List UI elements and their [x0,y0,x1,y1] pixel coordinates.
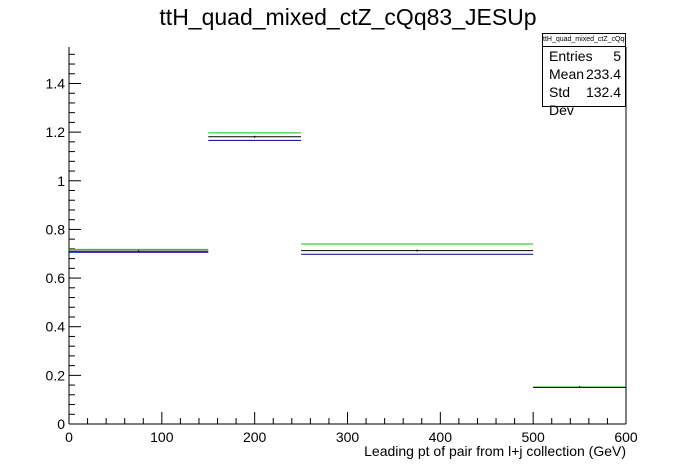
plot-axes: 0 100 200 300 400 500 600 0 0.2 0.4 0.6 0.8 1 1.2 1.4 [46,47,638,445]
y-tick-label: 1.2 [46,124,66,140]
x-tick-label: 300 [336,429,360,445]
stats-box: ttH_quad_mixed_ctZ_cQq83_JESUp Entries 5… [542,33,626,118]
x-tick-label: 600 [614,429,638,445]
y-tick-label: 1.4 [46,75,66,91]
plot-marks [69,132,626,389]
stats-std-value: 132.4 [585,84,621,100]
x-tick-label: 0 [65,429,73,445]
y-tick-label: 0 [57,416,65,432]
y-tick-label: 0.8 [46,221,66,237]
stats-mean-value: 233.4 [585,66,621,82]
y-tick-label: 0.6 [46,270,66,286]
x-tick-label: 500 [521,429,545,445]
stats-entries-label: Entries [549,48,593,64]
x-tick-label: 400 [429,429,453,445]
y-tick-label: 1 [57,173,65,189]
x-axis-label: Leading pt of pair from l+j collection (… [364,443,626,459]
chart-title: ttH_quad_mixed_ctZ_cQq83_JESUp [159,4,537,30]
stats-std-label: Std Dev [549,84,574,118]
stats-mean-label: Mean [549,66,585,82]
stats-entries-row: Entries 5 [543,47,625,65]
y-tick-label: 0.2 [46,367,66,383]
x-tick-label: 200 [243,429,267,445]
y-tick-label: 0.4 [46,319,66,335]
stats-mean-row: Mean 233.4 [543,65,625,83]
stats-entries-value: 5 [613,48,621,64]
stats-histogram-name: ttH_quad_mixed_ctZ_cQq83_JESUp [543,34,625,47]
stats-std-row: Std Dev 132.4 [543,83,625,118]
x-tick-label: 100 [150,429,174,445]
